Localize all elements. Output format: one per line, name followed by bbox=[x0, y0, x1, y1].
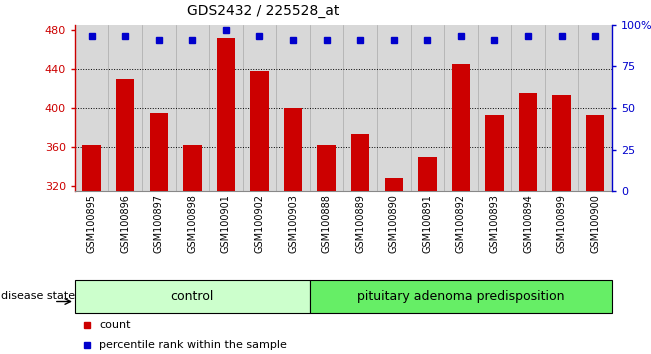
Bar bbox=[586, 115, 604, 191]
Bar bbox=[183, 145, 202, 191]
Bar bbox=[150, 113, 168, 191]
Text: control: control bbox=[171, 290, 214, 303]
Bar bbox=[452, 64, 470, 191]
Bar bbox=[75, 280, 310, 313]
Text: percentile rank within the sample: percentile rank within the sample bbox=[99, 340, 287, 350]
Bar bbox=[485, 115, 504, 191]
Bar bbox=[250, 71, 269, 191]
Bar bbox=[519, 93, 537, 191]
Bar bbox=[116, 79, 135, 191]
Bar bbox=[318, 145, 336, 191]
Bar bbox=[284, 108, 302, 191]
Text: pituitary adenoma predisposition: pituitary adenoma predisposition bbox=[357, 290, 564, 303]
Bar bbox=[83, 145, 101, 191]
Bar bbox=[385, 178, 403, 191]
Text: GDS2432 / 225528_at: GDS2432 / 225528_at bbox=[187, 4, 339, 18]
Bar bbox=[351, 135, 369, 191]
Bar bbox=[310, 280, 612, 313]
Bar bbox=[552, 95, 571, 191]
Bar bbox=[418, 157, 437, 191]
Text: disease state: disease state bbox=[1, 291, 75, 302]
Text: count: count bbox=[99, 320, 131, 330]
Bar bbox=[217, 38, 235, 191]
